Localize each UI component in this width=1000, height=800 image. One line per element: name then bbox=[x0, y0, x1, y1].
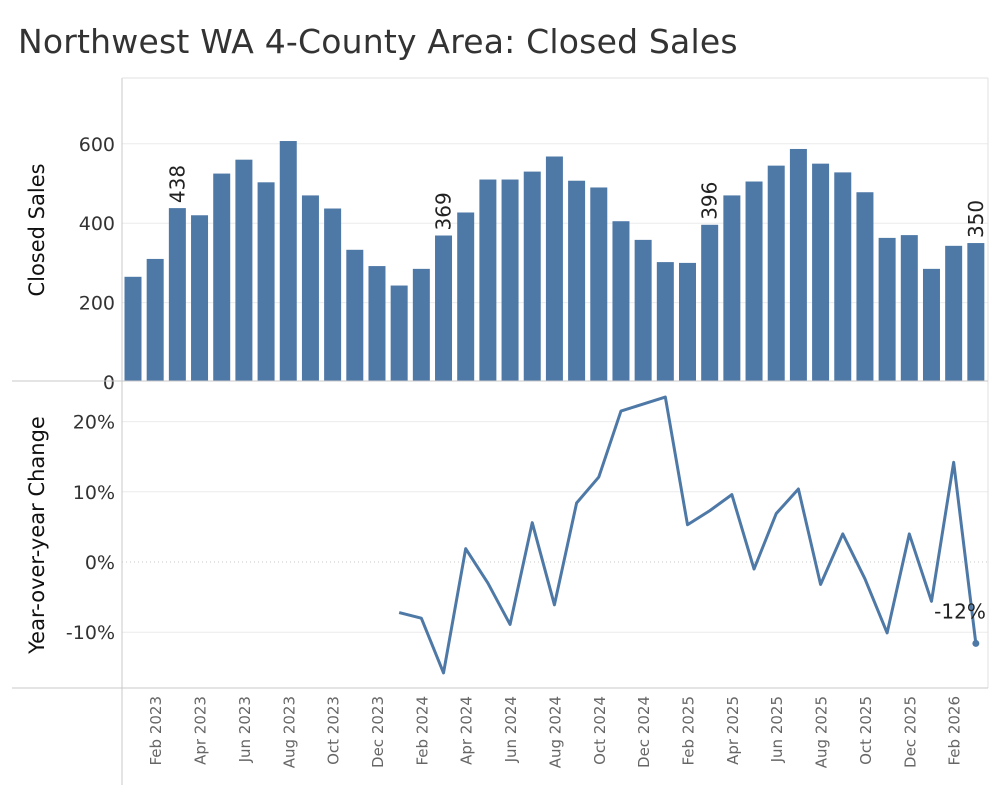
bar bbox=[168, 208, 186, 381]
bar bbox=[213, 173, 231, 381]
x-tick-label: Feb 2023 bbox=[147, 696, 165, 766]
x-tick-label: Aug 2025 bbox=[813, 696, 831, 768]
bar bbox=[412, 268, 430, 381]
x-tick-label: Aug 2023 bbox=[280, 696, 298, 768]
x-tick-label: Feb 2026 bbox=[946, 696, 964, 766]
bar bbox=[390, 285, 408, 381]
bar bbox=[856, 192, 874, 381]
bar-data-label: 438 bbox=[165, 165, 189, 203]
y-tick-label: 10% bbox=[73, 482, 115, 504]
bar bbox=[523, 171, 541, 381]
x-tick-label: Dec 2025 bbox=[901, 696, 919, 768]
x-tick-label: Oct 2023 bbox=[325, 696, 343, 765]
bar bbox=[479, 179, 497, 381]
bar bbox=[368, 266, 386, 381]
bar bbox=[324, 208, 342, 381]
bar bbox=[679, 262, 696, 381]
bar bbox=[723, 195, 741, 381]
y-tick-label: 0 bbox=[103, 372, 115, 394]
bar bbox=[191, 215, 209, 381]
x-tick-label: Apr 2025 bbox=[724, 696, 742, 765]
x-tick-label: Jun 2023 bbox=[236, 696, 254, 763]
bar bbox=[922, 268, 940, 381]
bar bbox=[235, 159, 253, 381]
bar bbox=[545, 156, 563, 381]
bar-data-label: 350 bbox=[964, 200, 988, 238]
bar bbox=[568, 180, 586, 381]
bar bbox=[701, 224, 719, 381]
y-tick-label: 0% bbox=[85, 552, 115, 574]
bar bbox=[767, 165, 785, 381]
y-axis-title-yoy: Year-over-year Change bbox=[25, 416, 49, 655]
bar-data-label: 396 bbox=[698, 182, 722, 220]
x-tick-label: Oct 2024 bbox=[591, 696, 609, 765]
y-tick-label: -10% bbox=[66, 622, 115, 644]
x-tick-label: Aug 2024 bbox=[546, 696, 564, 768]
y-axis-title-sales: Closed Sales bbox=[25, 163, 49, 296]
bar bbox=[834, 172, 852, 381]
y-tick-label: 200 bbox=[79, 293, 115, 315]
x-tick-label: Jun 2025 bbox=[768, 696, 786, 763]
y-tick-label: 400 bbox=[79, 213, 115, 235]
bar bbox=[435, 235, 453, 381]
yoy-last-point bbox=[972, 639, 980, 647]
bar bbox=[279, 141, 297, 381]
bar bbox=[457, 212, 475, 381]
bar bbox=[878, 237, 896, 381]
chart-title: Northwest WA 4-County Area: Closed Sales bbox=[18, 22, 738, 61]
x-tick-label: Dec 2023 bbox=[369, 696, 387, 768]
x-tick-label: Feb 2024 bbox=[413, 696, 431, 766]
yoy-line bbox=[398, 395, 978, 675]
y-tick-label: 600 bbox=[79, 134, 115, 156]
bar bbox=[900, 235, 918, 381]
bar-data-label: 369 bbox=[432, 192, 456, 230]
bar bbox=[745, 181, 763, 381]
bar bbox=[967, 243, 985, 381]
x-tick-label: Apr 2023 bbox=[192, 696, 210, 765]
line-data-label: -12% bbox=[934, 599, 986, 623]
x-tick-label: Oct 2025 bbox=[857, 696, 875, 765]
bar bbox=[346, 249, 364, 381]
bar bbox=[124, 276, 142, 381]
bar bbox=[612, 221, 630, 381]
bar bbox=[634, 239, 652, 381]
x-tick-label: Apr 2024 bbox=[458, 696, 476, 765]
x-tick-label: Dec 2024 bbox=[635, 696, 653, 768]
bar bbox=[945, 245, 963, 381]
bar bbox=[257, 182, 275, 381]
x-tick-label: Feb 2025 bbox=[680, 696, 698, 766]
bar bbox=[656, 262, 674, 381]
x-tick-label: Jun 2024 bbox=[502, 696, 520, 763]
bar bbox=[146, 258, 164, 381]
bar bbox=[501, 179, 519, 381]
bar bbox=[812, 163, 830, 381]
bar bbox=[789, 148, 807, 381]
y-tick-label: 20% bbox=[73, 412, 115, 434]
bar bbox=[590, 187, 608, 381]
bar bbox=[301, 195, 319, 381]
